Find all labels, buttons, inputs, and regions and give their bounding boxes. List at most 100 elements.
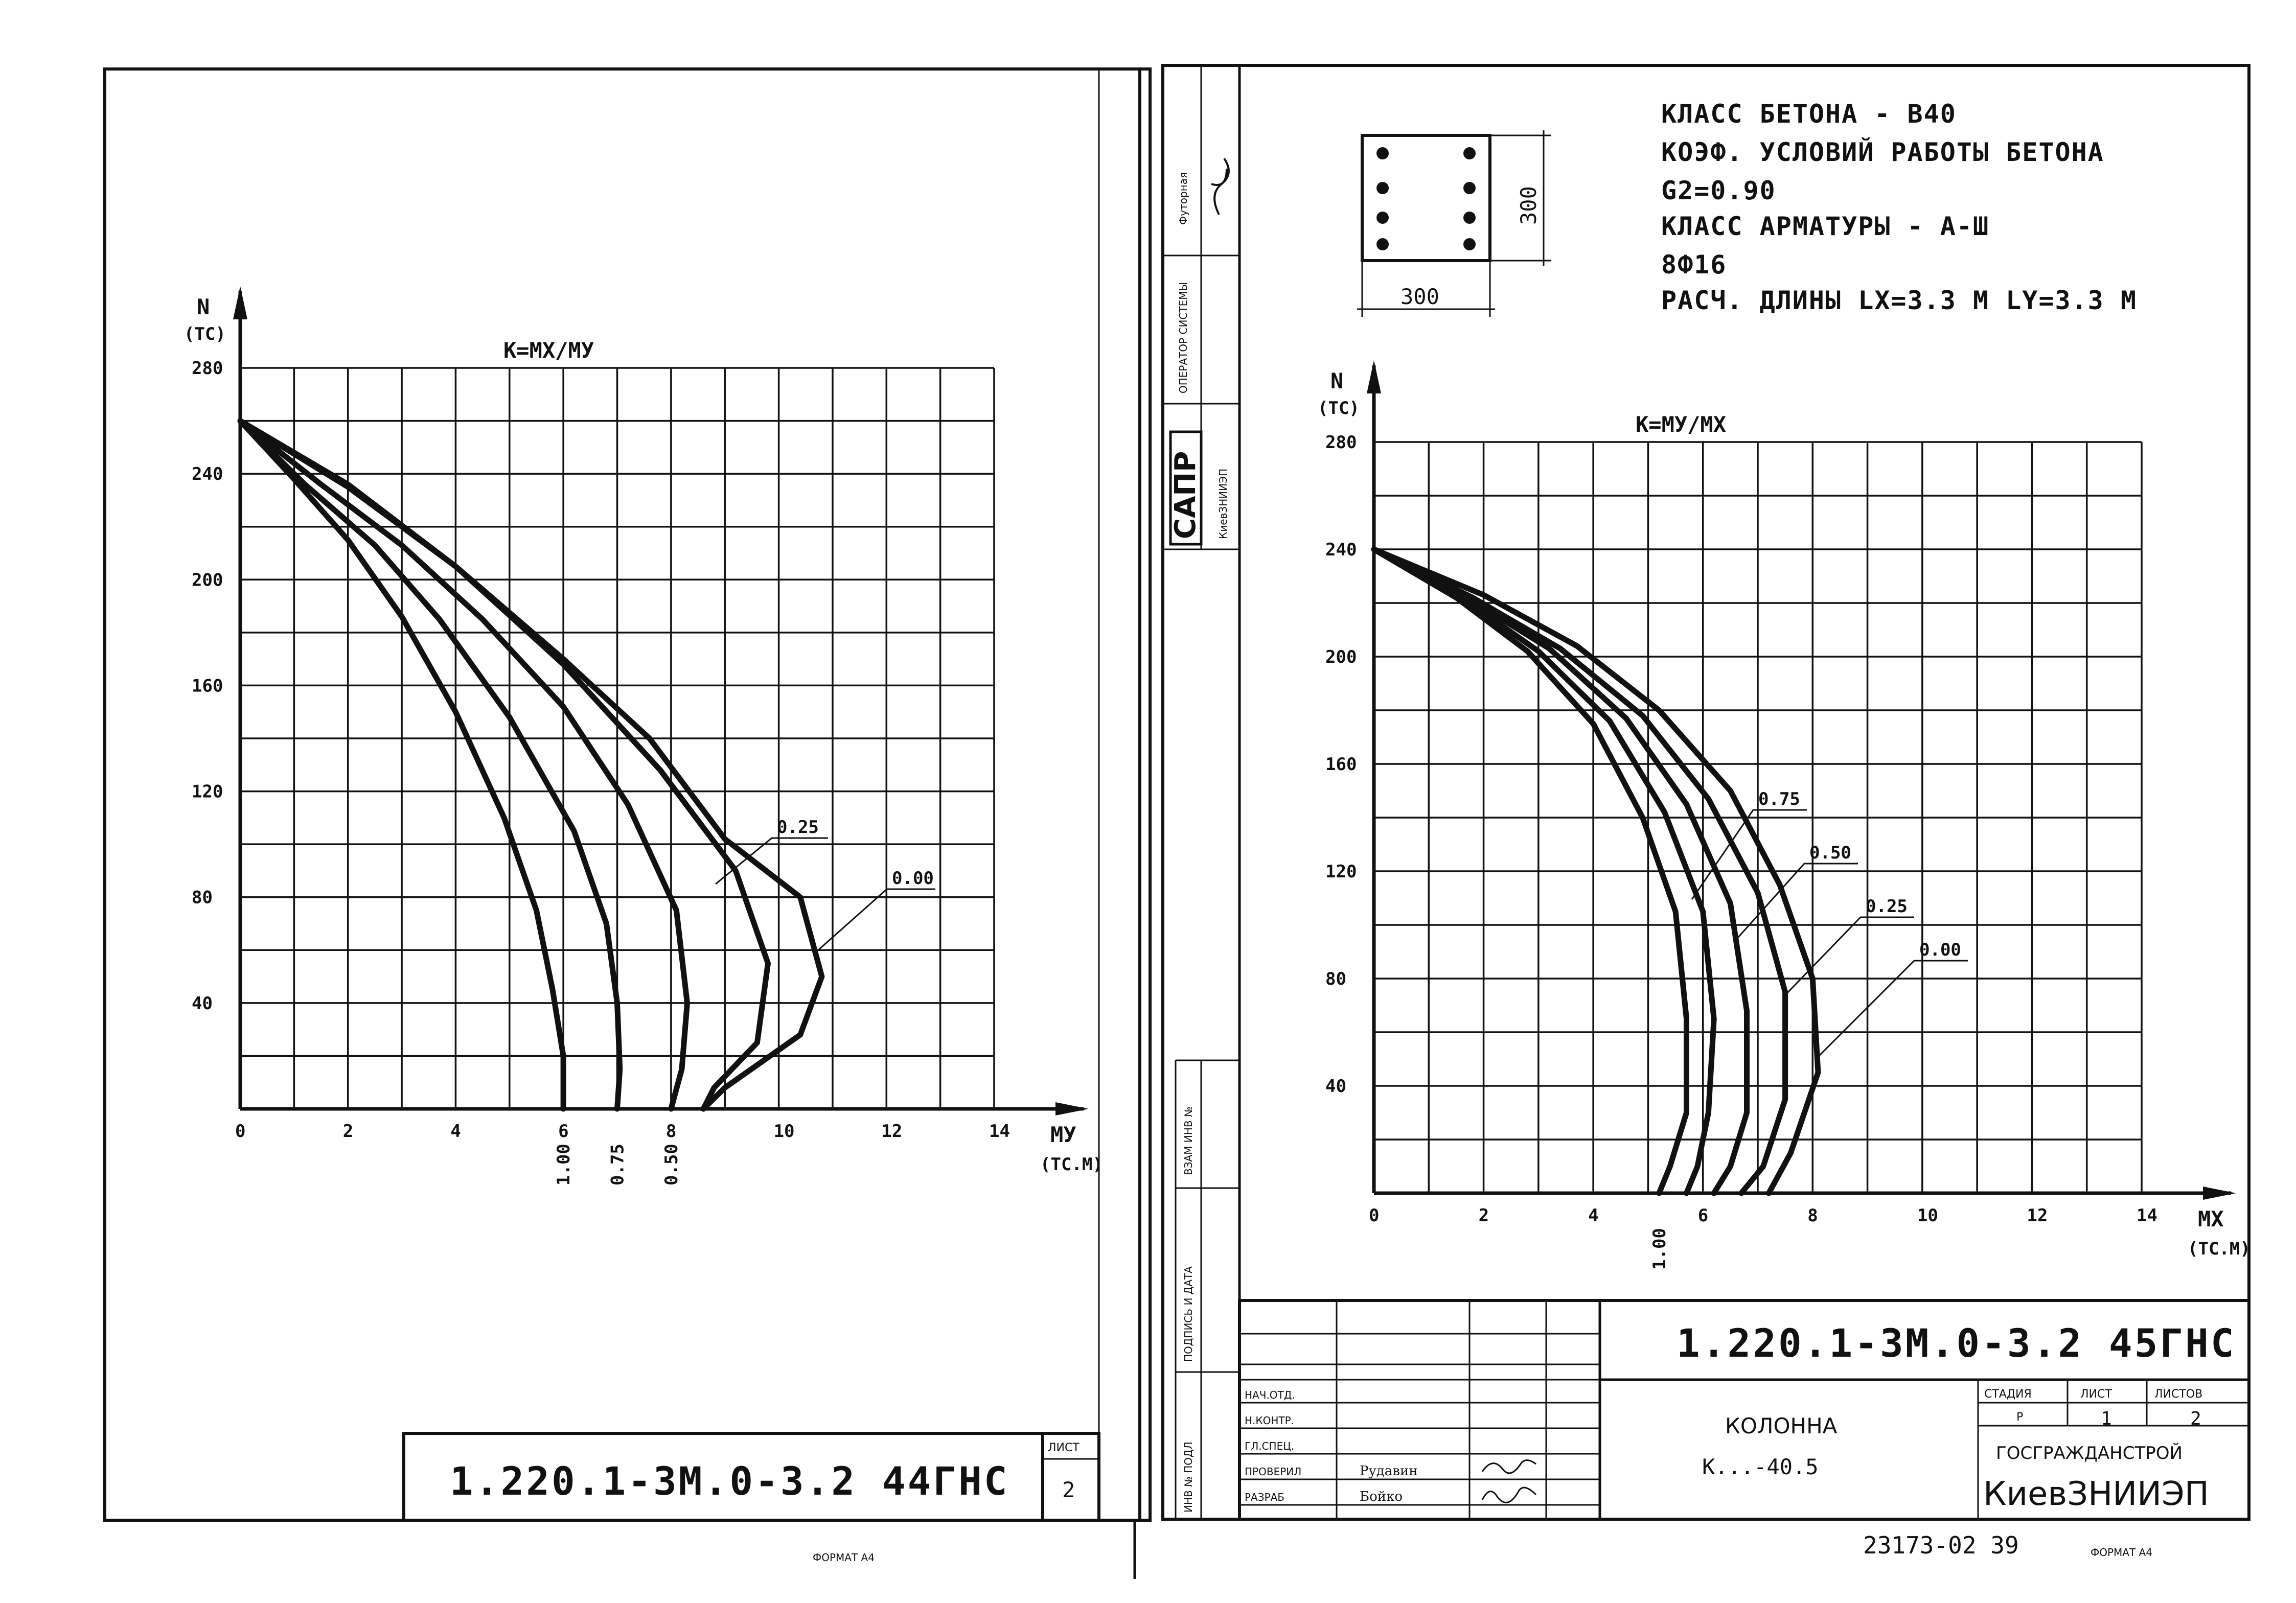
series-label: 1.00 — [1649, 1228, 1670, 1270]
side-stamp-podpis: ПОДПИСЬ И ДАТА — [1182, 1266, 1195, 1362]
role-label: ГЛ.СПЕЦ. — [1245, 1440, 1294, 1452]
stage-header: СТАДИЯ — [1984, 1388, 2032, 1401]
series-label: 0.25 — [1866, 896, 1908, 917]
sheet-header: ЛИСТ — [2080, 1388, 2112, 1401]
y-tick-label: 200 — [192, 570, 223, 590]
chart-title: К=МУ/МХ — [1636, 412, 1726, 437]
chart-grid — [1373, 441, 2143, 1194]
y-axis-arrow — [1367, 360, 1381, 393]
y-tick-label: 240 — [1325, 540, 1357, 560]
spec-line: КЛАСС БЕТОНА - В40 — [1661, 99, 1957, 129]
x-tick-label: 14 — [2137, 1205, 2157, 1226]
right-format-label: ФОРМАТ А4 — [2091, 1546, 2152, 1559]
x-tick-label: 12 — [881, 1121, 902, 1142]
series-curve — [237, 418, 623, 1112]
left-designation: 1.220.1-3М.0-3.2 44ГНС — [450, 1458, 1009, 1504]
side-stamp: Футорная ОПЕРАТОР СИСТЕМЫ САПР КиевЗНИИЭ… — [1163, 65, 1239, 1519]
side-stamp-vzam: ВЗАМ ИНВ № — [1182, 1106, 1195, 1175]
sheet-value: 1 — [2101, 1408, 2112, 1429]
stage-value: Р — [2016, 1411, 2023, 1424]
left-sheet: 1.220.1-3М.0-3.2 44ГНС ЛИСТ 2 ФОРМАТ А4 — [103, 67, 1152, 1564]
x-axis-arrow — [2203, 1187, 2236, 1200]
x-tick-label: 6 — [558, 1121, 568, 1142]
role-label: НАЧ.ОТД. — [1245, 1389, 1295, 1401]
spec-line: КЛАСС АРМАТУРЫ - А-Ш — [1661, 212, 1989, 241]
series-label: 1.00 — [554, 1144, 574, 1186]
right-sheet: Футорная ОПЕРАТОР СИСТЕМЫ САПР КиевЗНИИЭ… — [1161, 64, 2251, 1559]
x-tick-label: 10 — [774, 1121, 795, 1142]
x-tick-label: 10 — [1917, 1205, 1938, 1226]
side-stamp-operator: ОПЕРАТОР СИСТЕМЫ — [1177, 282, 1189, 393]
x-tick-label: 14 — [989, 1121, 1010, 1142]
chart-interaction-left: 0 2 4 6 8 10 12 14 40 80 120 160 200 240 280 N (ТС) МУ (ТС… — [184, 286, 1103, 1186]
x-tick-label: 12 — [2027, 1205, 2048, 1226]
person-name: Бойко — [1360, 1489, 1403, 1504]
series-label: 0.75 — [1758, 789, 1800, 809]
series-curve — [237, 418, 690, 1112]
spec-block: КЛАСС БЕТОНА - В40 КОЭФ. УСЛОВИЙ РАБОТЫ … — [1661, 99, 2136, 315]
y-tick-label: 80 — [1325, 969, 1346, 989]
role-label: РАЗРАБ — [1245, 1491, 1284, 1503]
x-tick-label: 8 — [666, 1121, 676, 1142]
x-tick-label: 6 — [1698, 1205, 1708, 1226]
series-curve — [1371, 546, 1689, 1196]
right-title-block: 1.220.1-3М.0-3.2 45ГНС КОЛОННА К...-40.5… — [1238, 1299, 2251, 1521]
x-axis-unit: (ТС.М) — [1040, 1154, 1103, 1175]
y-axis-label: N — [1330, 368, 1343, 393]
y-tick-label: 40 — [192, 993, 213, 1014]
signature-author — [1481, 1486, 1537, 1503]
left-title-block: 1.220.1-3М.0-3.2 44ГНС ЛИСТ 2 — [402, 1432, 1100, 1522]
series-curve — [1371, 546, 1821, 1196]
series-curve — [237, 418, 566, 1112]
x-tick-label: 4 — [450, 1121, 461, 1142]
x-tick-label: 8 — [1807, 1205, 1818, 1226]
y-tick-label: 160 — [192, 676, 223, 696]
y-axis-unit: (ТС) — [184, 324, 226, 344]
side-stamp-sapr-org: КиевЗНИИЭП — [1217, 469, 1229, 539]
x-axis-label: МХ — [2198, 1206, 2224, 1232]
spec-line: G2=0.90 — [1661, 176, 1776, 205]
side-stamp-copied: Футорная — [1177, 172, 1189, 225]
y-tick-label: 80 — [192, 888, 213, 908]
section-outline — [1361, 134, 1491, 262]
org-line1: ГОСГРАЖДАНСТРОЙ — [1996, 1443, 2183, 1463]
series-leader-line — [715, 837, 828, 885]
y-tick-label: 40 — [1325, 1076, 1346, 1097]
x-tick-label: 2 — [343, 1121, 353, 1142]
side-stamp-signature — [1211, 157, 1230, 215]
y-tick-label: 280 — [192, 358, 223, 379]
y-axis-label: N — [197, 294, 210, 319]
y-tick-label: 160 — [1325, 754, 1357, 775]
x-tick-label: 0 — [235, 1121, 245, 1142]
series-leader-line — [1691, 809, 1807, 900]
y-tick-label: 120 — [1325, 862, 1357, 882]
element-name: КОЛОННА — [1725, 1413, 1838, 1438]
spec-line: КОЭФ. УСЛОВИЙ РАБОТЫ БЕТОНА — [1661, 137, 2104, 167]
series-curve — [1371, 546, 1750, 1196]
role-label: Н.КОНТР. — [1245, 1414, 1294, 1427]
section-height-label: 300 — [1516, 186, 1541, 225]
section-width-label: 300 — [1400, 284, 1439, 309]
y-axis-unit: (ТС) — [1318, 398, 1360, 419]
x-axis-unit: (ТС.М) — [2188, 1239, 2251, 1259]
series-curve — [237, 418, 825, 1112]
org-line2: КиевЗНИИЭП — [1983, 1475, 2209, 1513]
signature-roles: НАЧ.ОТД. Н.КОНТР. ГЛ.СПЕЦ. ПРОВЕРИЛ РАЗР… — [1245, 1389, 1537, 1504]
chart-title: К=МХ/МУ — [503, 338, 594, 363]
series-leader-line — [1819, 960, 1968, 1056]
x-tick-label: 0 — [1369, 1205, 1379, 1226]
spec-line: 8Ф16 — [1661, 250, 1727, 280]
order-number: 23173-02 39 — [1863, 1531, 2019, 1559]
side-stamp-inv: ИНВ № ПОДЛ — [1182, 1442, 1195, 1513]
sheets-value: 2 — [2190, 1408, 2201, 1429]
right-designation: 1.220.1-3М.0-3.2 45ГНС — [1677, 1320, 2236, 1366]
left-sheet-number: 2 — [1062, 1477, 1075, 1502]
series-label: 0.25 — [777, 817, 819, 838]
y-tick-label: 280 — [1325, 432, 1357, 453]
series-label: 0.50 — [1809, 843, 1851, 863]
series-curve — [1371, 546, 1717, 1196]
y-tick-label: 120 — [192, 782, 223, 802]
x-axis-arrow — [1055, 1102, 1089, 1116]
series-curve — [1371, 546, 1788, 1196]
